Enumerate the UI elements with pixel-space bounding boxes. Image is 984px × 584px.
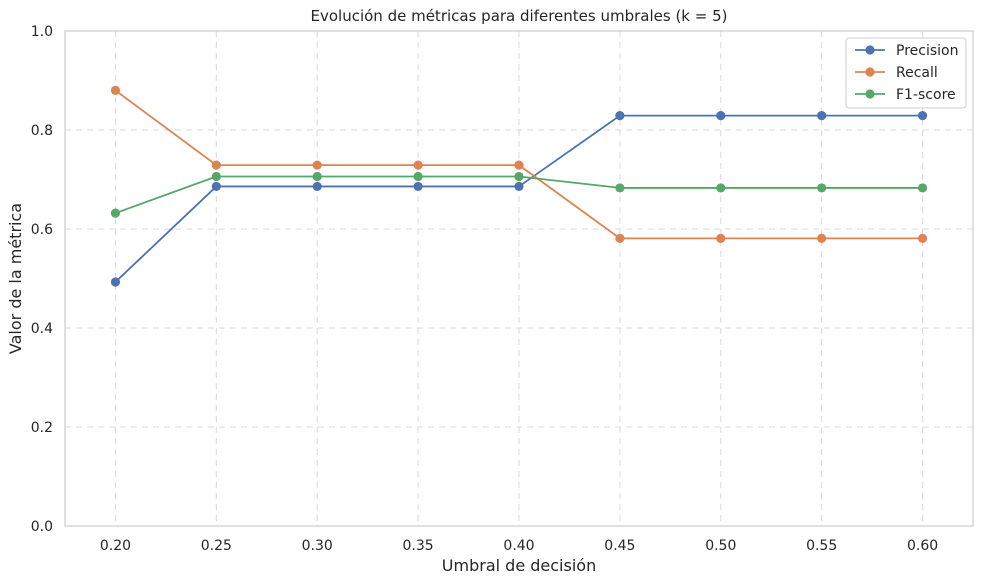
data-point — [716, 183, 726, 193]
x-axis-label: Umbral de decisión — [442, 556, 596, 575]
data-point — [211, 181, 221, 192]
data-point — [917, 183, 928, 193]
legend-item: F1-score — [855, 87, 956, 103]
y-tick-label: 0.8 — [31, 123, 53, 139]
series-layer — [110, 85, 928, 287]
tick-labels: 0.20 0.25 0.30 0.35 0.40 0.45 0.50 0.55 0.60 0.0 0… — [31, 24, 938, 554]
x-tick-label: 0.20 — [100, 538, 131, 554]
y-tick-label: 0.6 — [31, 222, 53, 238]
y-tick-label: 1.0 — [31, 24, 53, 40]
data-point — [615, 233, 625, 244]
data-point — [917, 111, 928, 121]
legend-label: Recall — [896, 65, 938, 81]
legend: Precision Recall F1-score — [845, 37, 967, 109]
legend-label: Precision — [896, 43, 958, 59]
data-point — [514, 160, 524, 170]
data-point — [211, 171, 221, 182]
legend-item: Recall — [855, 65, 938, 81]
data-point — [110, 277, 121, 287]
data-point — [817, 111, 827, 121]
x-tick-label: 0.25 — [201, 538, 232, 554]
y-tick-label: 0.0 — [31, 519, 53, 535]
legend-item: Precision — [855, 43, 958, 59]
data-point — [514, 181, 524, 192]
y-tick-label: 0.4 — [31, 321, 53, 337]
legend-marker — [865, 45, 875, 55]
y-tick-label: 0.2 — [31, 420, 53, 436]
x-tick-label: 0.50 — [705, 538, 736, 554]
x-tick-label: 0.60 — [907, 538, 938, 554]
series-precision — [110, 111, 928, 287]
series-f1-score — [110, 171, 928, 218]
chart-title: Evolución de métricas para diferentes um… — [311, 7, 728, 25]
x-tick-label: 0.40 — [503, 538, 534, 554]
data-point — [716, 111, 726, 121]
data-point — [917, 233, 928, 244]
data-point — [312, 160, 322, 170]
data-point — [110, 208, 121, 218]
data-point — [211, 160, 221, 170]
y-axis-label: Valor de la métrica — [6, 203, 25, 354]
data-point — [110, 85, 121, 95]
x-tick-label: 0.55 — [806, 538, 837, 554]
data-point — [716, 233, 726, 244]
data-point — [312, 171, 322, 182]
data-point — [817, 183, 827, 193]
data-point — [413, 160, 423, 170]
plot-area-frame — [64, 30, 974, 527]
data-point — [514, 171, 524, 182]
data-point — [312, 181, 322, 192]
x-tick-label: 0.35 — [403, 538, 434, 554]
x-tick-label: 0.30 — [302, 538, 333, 554]
x-tick-label: 0.45 — [604, 538, 635, 554]
legend-label: F1-score — [896, 87, 956, 103]
data-point — [413, 171, 423, 182]
data-point — [817, 233, 827, 244]
series-recall — [110, 85, 928, 244]
data-point — [615, 183, 625, 193]
data-point — [413, 181, 423, 192]
legend-box — [845, 37, 967, 109]
legend-marker — [865, 89, 875, 99]
legend-marker — [865, 67, 875, 77]
data-point — [615, 111, 625, 121]
